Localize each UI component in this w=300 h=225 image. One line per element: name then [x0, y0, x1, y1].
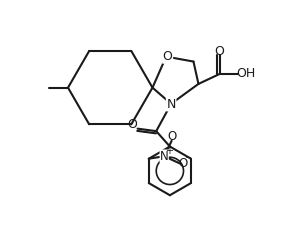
Text: ⁻: ⁻ [184, 154, 191, 167]
Text: OH: OH [236, 68, 256, 81]
Text: N: N [160, 150, 169, 163]
Text: O: O [179, 157, 188, 170]
Text: O: O [167, 130, 176, 143]
Text: +: + [165, 146, 173, 156]
Text: O: O [163, 50, 172, 63]
Text: O: O [127, 118, 137, 131]
Text: O: O [214, 45, 224, 58]
Text: N: N [167, 98, 176, 111]
